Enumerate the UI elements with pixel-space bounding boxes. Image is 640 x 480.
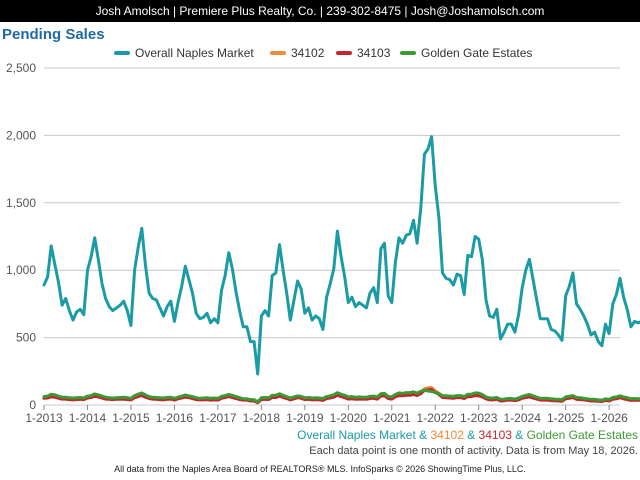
credit-sep-3: &	[511, 428, 527, 442]
y-tick-label: 500	[16, 331, 36, 345]
legend-item-34103[interactable]: 34103	[336, 46, 390, 60]
x-tick-label: 1-2014	[69, 411, 107, 425]
y-tick-label: 0	[29, 398, 36, 412]
credit-overall: Overall Naples Market	[297, 428, 416, 442]
chart-legend: Overall Naples Market 34102 34103 Golden…	[0, 44, 640, 62]
credit-golden-gate: Golden Gate Estates	[526, 428, 638, 442]
y-tick-label: 2,500	[6, 61, 36, 75]
x-tick-label: 1-2026	[590, 411, 628, 425]
legend-swatch-golden-gate	[400, 50, 416, 55]
series-line-overall	[42, 135, 640, 376]
x-tick-label: 1-2019	[286, 411, 324, 425]
series-credit-line: Overall Naples Market & 34102 & 34103 & …	[297, 428, 638, 442]
x-tick-label: 1-2023	[460, 411, 498, 425]
legend-label-overall: Overall Naples Market	[135, 46, 254, 60]
legend-item-overall[interactable]: Overall Naples Market	[114, 46, 254, 60]
legend-item-34102[interactable]: 34102	[270, 46, 324, 60]
chart-title: Pending Sales	[2, 26, 105, 43]
x-tick-label: 1-2022	[417, 411, 455, 425]
data-note: Each data point is one month of activity…	[309, 445, 638, 457]
credit-sep-2: &	[463, 428, 479, 442]
contact-header-text: Josh Amolsch | Premiere Plus Realty, Co.…	[95, 4, 545, 18]
legend-swatch-34102	[270, 50, 286, 55]
credit-34103: 34103	[478, 428, 512, 442]
x-tick-label: 1-2016	[156, 411, 194, 425]
legend-swatch-34103	[336, 50, 352, 55]
legend-swatch-overall	[114, 50, 130, 55]
legend-item-golden-gate[interactable]: Golden Gate Estates	[400, 46, 532, 60]
x-tick-label: 1-2018	[243, 411, 281, 425]
y-tick-label: 1,000	[6, 263, 36, 277]
x-tick-label: 1-2025	[547, 411, 585, 425]
y-tick-label: 1,500	[6, 196, 36, 210]
footer-disclaimer: All data from the Naples Area Board of R…	[114, 464, 526, 474]
credit-34102: 34102	[430, 428, 464, 442]
legend-label-34102: 34102	[291, 46, 325, 60]
x-tick-label: 1-2020	[330, 411, 368, 425]
x-tick-label: 1-2021	[373, 411, 411, 425]
legend-label-34103: 34103	[357, 46, 391, 60]
series-line-golden-gate	[42, 388, 640, 404]
credit-sep-1: &	[415, 428, 431, 442]
x-tick-label: 1-2017	[199, 411, 237, 425]
x-tick-label: 1-2015	[112, 411, 150, 425]
x-tick-label: 1-2013	[25, 411, 63, 425]
contact-header-bar: Josh Amolsch | Premiere Plus Realty, Co.…	[0, 0, 640, 22]
x-tick-label: 1-2024	[504, 411, 542, 425]
legend-label-golden-gate: Golden Gate Estates	[421, 46, 533, 60]
y-tick-label: 2,000	[6, 128, 36, 142]
